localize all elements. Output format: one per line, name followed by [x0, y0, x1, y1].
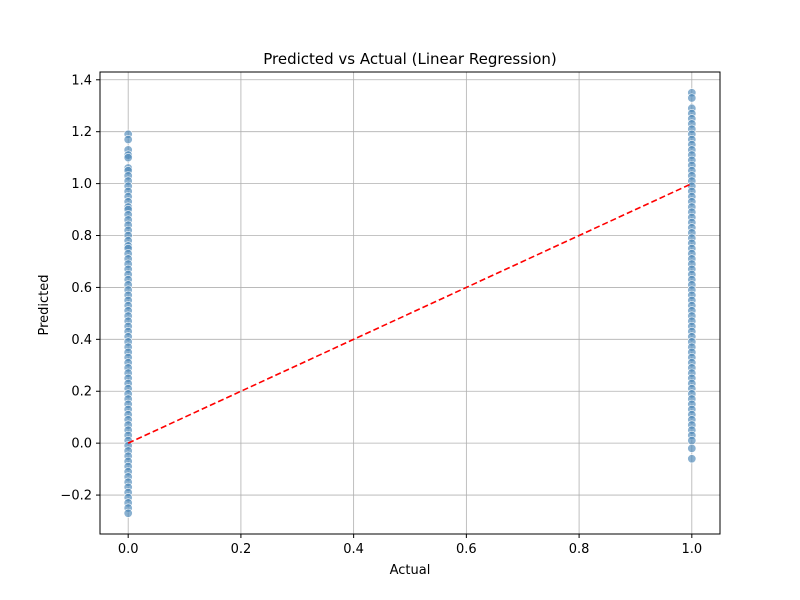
plot-frame: [99, 71, 721, 535]
data-point: [123, 508, 133, 518]
data-point: [687, 436, 697, 446]
y-tick-label: 0.2: [71, 385, 92, 400]
x-tick-label: 0.4: [343, 542, 364, 557]
y-tick-label: 1.0: [71, 177, 92, 192]
grid: [100, 72, 720, 534]
y-tick-label: 0.4: [71, 333, 92, 348]
y-tick-label: 0.0: [71, 437, 92, 452]
y-axis-label: Predicted: [37, 274, 52, 335]
x-tick-label: 0.6: [456, 542, 477, 557]
y-tick-label: 1.4: [71, 73, 92, 88]
data-point: [123, 153, 133, 163]
y-tick-label: −0.2: [60, 489, 92, 504]
y-tick-label: 0.8: [71, 229, 92, 244]
data-points: [123, 88, 697, 518]
y-axis-ticks: −0.2 0.0 0.2 0.4 0.6 0.8 1.0 1.2 1.4: [60, 73, 100, 504]
x-axis-label: Actual: [390, 563, 431, 578]
chart-title: Predicted vs Actual (Linear Regression): [263, 50, 557, 68]
x-tick-label: 0.2: [231, 542, 252, 557]
y-tick-label: 1.2: [71, 125, 92, 140]
data-point: [687, 454, 697, 464]
x-axis-ticks: 0.0 0.2 0.4 0.6 0.8 1.0: [118, 534, 702, 557]
reference-line: [127, 182, 693, 444]
data-point: [687, 93, 697, 103]
x-tick-label: 0.0: [118, 542, 139, 557]
x-tick-label: 1.0: [681, 542, 702, 557]
data-point: [687, 443, 697, 453]
data-point: [123, 134, 133, 144]
y-tick-label: 0.6: [71, 281, 92, 296]
x-tick-label: 0.8: [569, 542, 590, 557]
